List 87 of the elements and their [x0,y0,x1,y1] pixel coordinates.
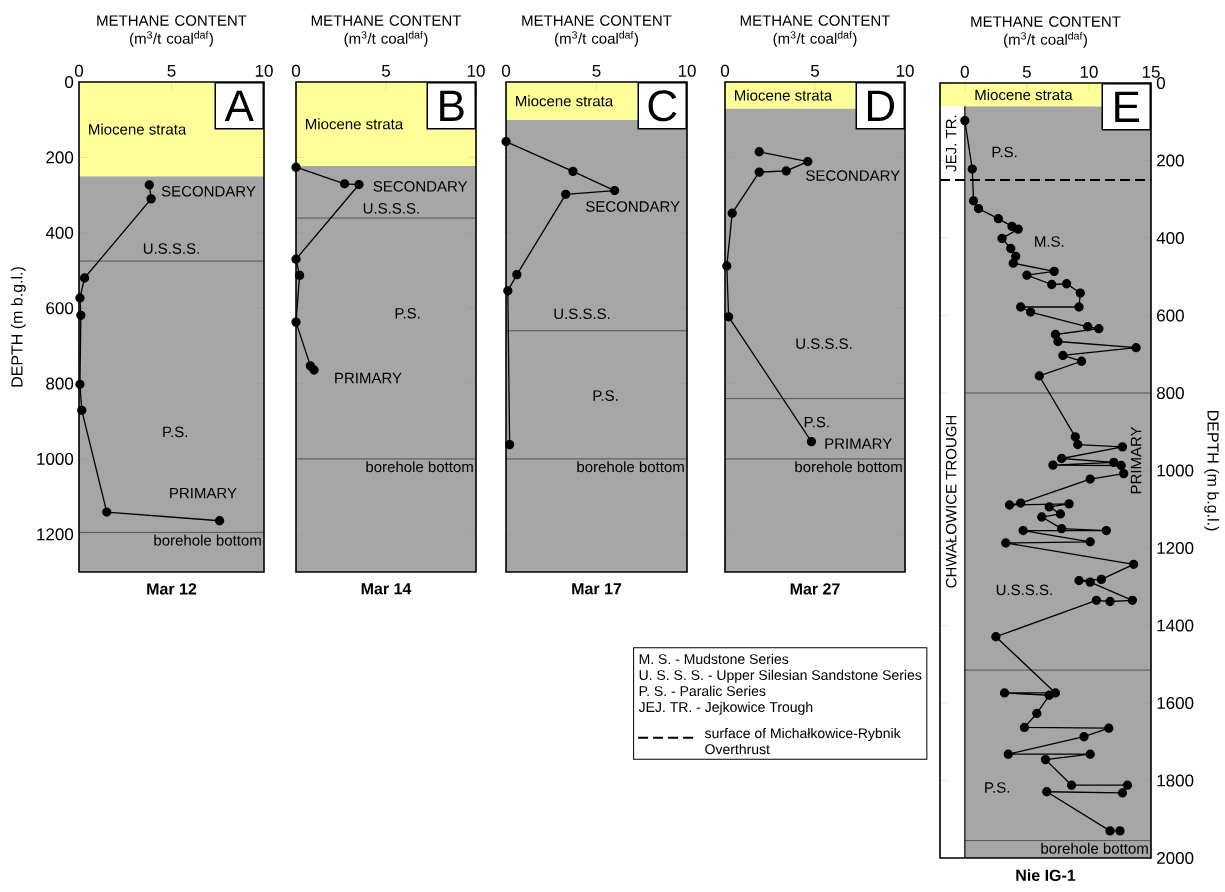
x-tick-label: 10 [1080,65,1098,78]
x-tick-label: 10 [255,64,273,77]
y-tick-label: 1000 [1157,464,1194,477]
x-tick-label: 5 [167,64,176,77]
y-tick-label: 600 [1157,309,1184,322]
x-tick-label: 0 [960,65,969,78]
text: Mar 17 [572,583,622,595]
y-tick-label: 0 [65,75,74,89]
annotation: U.S.S.S. [996,584,1052,596]
band-label: Miocene strata [735,89,833,101]
x-tick-label: 0 [291,64,301,77]
y-axis-title: DEPTH (m b.g.l.) [1204,410,1220,531]
annotation: PRIMARY [1130,426,1142,494]
annotation: U.S.S.S. [143,243,199,254]
y-axis-title: DEPTH (m b.g.l.) [10,267,26,387]
text: Mar 27 [790,583,840,595]
text: Mar 12 [147,583,197,595]
y-tick-label: 1200 [1157,542,1194,555]
legend-label: surface of Michałkowice-Rybnik Overthrust [704,727,901,755]
x-tick-label: 5 [1022,65,1031,78]
annotation: C [648,90,677,122]
annotation: P.S. [593,390,618,401]
ref-line-label: borehole bottom [795,461,902,473]
ref-line-label: borehole bottom [154,534,261,546]
annotation: P.S. [804,416,829,428]
y-tick-label: 400 [1156,231,1184,245]
annotation: E [1115,91,1140,122]
annotation: A [224,90,254,121]
annotation: M.S. [1035,236,1064,247]
annotation: U.S.S.S. [363,203,419,214]
y-tick-label: 1000 [37,452,74,465]
annotation: B [440,90,464,121]
annotation: JEJ. TR. [945,115,957,172]
annotation: U.S.S.S. [554,308,610,320]
ref-line-label: borehole bottom [577,461,684,473]
y-tick-label: 2000 [1157,852,1194,865]
x-tick-label: 0 [501,64,511,77]
annotation: P.S. [985,782,1010,793]
annotation: SECONDARY [373,181,468,192]
y-tick-label: 1800 [1157,774,1194,787]
y-tick-label: 1200 [37,528,74,541]
annotation: P.S. [395,307,420,319]
annotation: SECONDARY [586,201,680,212]
text: U. S. S. S. - Upper Silesian Sandstone Series [639,669,922,683]
band-label: Miocene strata [306,118,404,130]
x-axis-title: METHANE CONTENT (m$^{3}$/t coal$^{daf}$) [522,15,672,47]
x-tick-label: 15 [1142,65,1160,78]
y-tick-label: 1600 [1157,697,1194,710]
annotation: SECONDARY [806,170,900,181]
annotation: PRIMARY [335,372,402,384]
annotation: P.S. [163,426,188,438]
band-label: Miocene strata [516,95,614,107]
band-label: Miocene strata [89,123,187,135]
annotation: U.S.S.S. [796,338,852,349]
y-tick-label: 600 [46,302,74,315]
x-tick-label: 0 [74,64,84,77]
annotation: P.S. [992,146,1017,158]
x-tick-label: 5 [810,64,820,77]
text: P. S. - Paralic Series [639,685,766,697]
y-tick-label: 1400 [1157,619,1194,632]
x-tick-label: 0 [720,64,730,77]
y-tick-label: 200 [46,151,74,164]
x-axis-title: METHANE CONTENT (m$^{3}$/t coal$^{daf}$) [971,16,1121,48]
y-tick-label: 800 [1156,387,1184,400]
annotation: PRIMARY [170,487,237,499]
annotation: PRIMARY [825,438,892,449]
x-axis-title: METHANE CONTENT (m$^{3}$/t coal$^{daf}$) [97,15,247,47]
y-tick-label: 200 [1157,154,1184,167]
y-tick-label: 800 [46,377,74,390]
annotation: CHWAŁOWICE TROUGH [945,415,957,588]
text: Mar 14 [361,583,412,595]
annotation: SECONDARY [161,185,256,197]
text: JEJ. TR. - Jejkowice Trough [638,701,813,715]
x-tick-label: 10 [896,64,914,77]
x-tick-label: 5 [381,64,391,77]
ref-line-label: borehole bottom [1041,842,1148,854]
text: Nie IG-1 [1016,869,1076,881]
text: M. S. - Mudstone Series [639,653,789,665]
x-axis-title: METHANE CONTENT (m$^{3}$/t coal$^{daf}$) [740,15,891,47]
x-tick-label: 10 [467,64,485,77]
x-tick-label: 10 [678,64,696,77]
y-tick-label: 400 [45,226,74,239]
band-label: Miocene strata [975,89,1073,101]
annotation: D [867,90,895,121]
ref-line-label: borehole bottom [366,461,473,473]
x-tick-label: 5 [592,64,601,77]
x-axis-title: METHANE CONTENT (m$^{3}$/t coal$^{daf}$) [311,15,462,47]
